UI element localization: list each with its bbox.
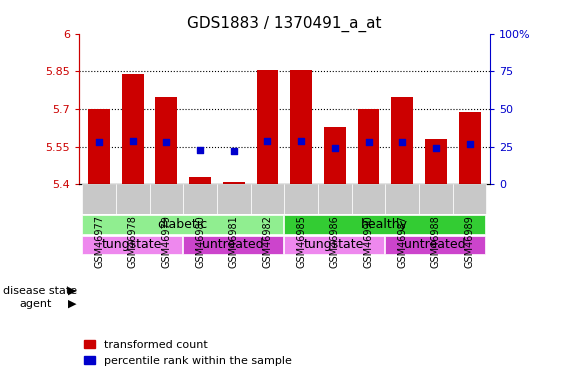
Point bbox=[128, 138, 137, 144]
Bar bbox=[150, 184, 183, 214]
Bar bbox=[425, 139, 447, 184]
Bar bbox=[251, 184, 284, 214]
Bar bbox=[284, 215, 485, 234]
Text: untreated: untreated bbox=[404, 238, 466, 251]
Text: disease state: disease state bbox=[3, 286, 77, 296]
Point bbox=[330, 145, 339, 151]
Bar bbox=[217, 184, 251, 214]
Point bbox=[95, 139, 104, 145]
Text: diabetic: diabetic bbox=[157, 218, 208, 231]
Bar bbox=[82, 236, 182, 254]
Point bbox=[229, 148, 238, 154]
Title: GDS1883 / 1370491_a_at: GDS1883 / 1370491_a_at bbox=[187, 16, 382, 32]
Bar bbox=[358, 109, 379, 184]
Bar bbox=[82, 184, 116, 214]
Point bbox=[195, 147, 204, 153]
Bar bbox=[257, 70, 279, 184]
Text: agent: agent bbox=[20, 299, 52, 309]
Point bbox=[263, 138, 272, 144]
Bar bbox=[318, 184, 352, 214]
Text: tungstate: tungstate bbox=[304, 238, 364, 251]
Text: ▶: ▶ bbox=[68, 286, 77, 296]
Point bbox=[297, 138, 306, 144]
Bar bbox=[453, 184, 486, 214]
Point bbox=[465, 141, 474, 147]
Bar bbox=[183, 184, 217, 214]
Text: untreated: untreated bbox=[202, 238, 263, 251]
Bar bbox=[122, 74, 144, 184]
Point bbox=[397, 139, 406, 145]
Bar bbox=[459, 112, 481, 184]
Text: healthy: healthy bbox=[361, 218, 408, 231]
Bar bbox=[386, 236, 485, 254]
Legend: transformed count, percentile rank within the sample: transformed count, percentile rank withi… bbox=[84, 340, 292, 366]
Bar bbox=[183, 236, 283, 254]
Point bbox=[431, 145, 440, 151]
Bar bbox=[386, 184, 419, 214]
Bar bbox=[284, 236, 384, 254]
Bar bbox=[155, 96, 177, 184]
Point bbox=[162, 139, 171, 145]
Text: ▶: ▶ bbox=[68, 299, 77, 309]
Bar bbox=[290, 70, 312, 184]
Bar bbox=[391, 96, 413, 184]
Bar bbox=[116, 184, 150, 214]
Bar bbox=[189, 177, 211, 184]
Text: tungstate: tungstate bbox=[102, 238, 162, 251]
Bar bbox=[88, 109, 110, 184]
Bar bbox=[284, 184, 318, 214]
Bar bbox=[223, 182, 245, 184]
Point bbox=[364, 139, 373, 145]
Bar bbox=[419, 184, 453, 214]
Bar bbox=[352, 184, 386, 214]
Bar bbox=[324, 127, 346, 184]
Bar bbox=[82, 215, 283, 234]
